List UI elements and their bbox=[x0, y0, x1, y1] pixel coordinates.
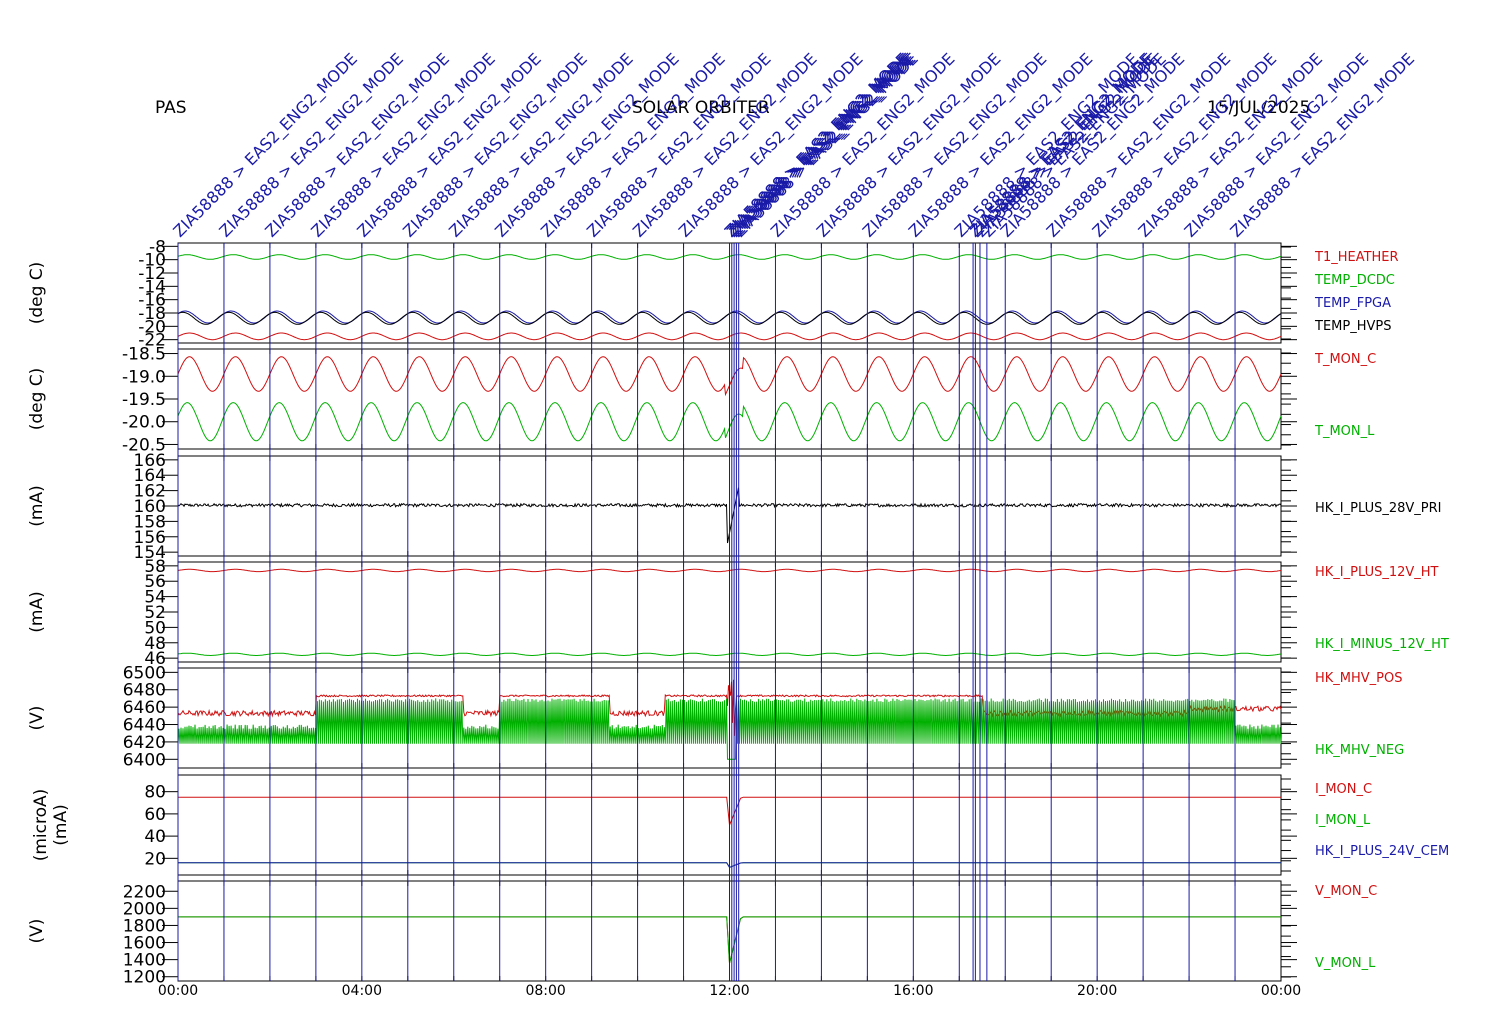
y-tick-label: 1800 bbox=[123, 916, 166, 936]
x-tick-label: 08:00 bbox=[525, 983, 565, 999]
y-tick-label: 80 bbox=[144, 783, 166, 803]
legend-label: T_MON_C bbox=[1314, 352, 1376, 367]
legend-label: TEMP_FPGA bbox=[1314, 296, 1391, 311]
y-tick-label: 52 bbox=[144, 603, 166, 623]
legend-label: V_MON_C bbox=[1315, 884, 1377, 899]
x-tick-label: 12:00 bbox=[709, 983, 749, 999]
y-tick-label: 2200 bbox=[123, 882, 166, 902]
y-tick-label: 2000 bbox=[123, 899, 166, 919]
legend-label: HK_I_PLUS_12V_HT bbox=[1315, 565, 1439, 580]
y-tick-label: 1600 bbox=[123, 934, 166, 954]
y-tick-label: -19.5 bbox=[122, 390, 166, 410]
y-tick-label: -18 bbox=[138, 304, 166, 324]
legend-label: HK_I_MINUS_12V_HT bbox=[1315, 637, 1449, 652]
y-axis-label: (V) bbox=[27, 919, 47, 944]
y-tick-label: -20.5 bbox=[122, 435, 166, 455]
y-tick-label: 166 bbox=[134, 451, 166, 471]
y-tick-label: 6420 bbox=[123, 733, 166, 753]
y-tick-label: 164 bbox=[134, 466, 166, 486]
y-tick-label: -12 bbox=[138, 264, 166, 284]
y-tick-label: 162 bbox=[134, 482, 166, 502]
y-tick-label: 158 bbox=[134, 512, 166, 532]
y-tick-label: 60 bbox=[144, 805, 166, 825]
y-tick-label: -10 bbox=[138, 251, 166, 271]
legend-label: I_MON_L bbox=[1315, 813, 1371, 828]
y-axis-label: (deg C) bbox=[27, 262, 47, 325]
header-center: SOLAR ORBITER bbox=[632, 98, 770, 118]
y-tick-label: 40 bbox=[144, 827, 166, 847]
y-axis-label: (mA) bbox=[27, 485, 47, 526]
x-tick-label: 16:00 bbox=[893, 983, 933, 999]
legend-label: TEMP_HVPS bbox=[1314, 319, 1391, 334]
x-tick-label: 00:00 bbox=[1261, 983, 1301, 999]
y-tick-label: 6400 bbox=[123, 750, 166, 770]
y-tick-label: -16 bbox=[138, 291, 166, 311]
y-tick-label: 48 bbox=[144, 634, 166, 654]
legend-label: I_MON_C bbox=[1315, 782, 1372, 797]
x-tick-label: 20:00 bbox=[1077, 983, 1117, 999]
y-tick-label: 156 bbox=[134, 528, 166, 548]
y-tick-label: -20 bbox=[138, 317, 166, 337]
y-axis-label: (deg C) bbox=[27, 368, 47, 431]
y-tick-label: 160 bbox=[134, 497, 166, 517]
y-tick-label: 154 bbox=[134, 543, 166, 563]
y-tick-label: 58 bbox=[144, 557, 166, 577]
y-tick-label: 6440 bbox=[123, 716, 166, 736]
y-axis-label: (microA) bbox=[31, 789, 51, 862]
y-tick-label: -19.0 bbox=[122, 367, 166, 387]
y-tick-label: -14 bbox=[138, 277, 166, 297]
y-tick-label: 1400 bbox=[123, 951, 166, 971]
legend-label: TEMP_DCDC bbox=[1314, 273, 1395, 288]
y-tick-label: 6480 bbox=[123, 681, 166, 701]
y-tick-label: 6500 bbox=[123, 663, 166, 683]
legend-label: HK_I_PLUS_28V_PRI bbox=[1315, 501, 1441, 516]
y-tick-label: 46 bbox=[144, 649, 166, 669]
y-tick-label: 50 bbox=[144, 618, 166, 638]
y-tick-label: 6460 bbox=[123, 698, 166, 718]
legend-label: HK_MHV_POS bbox=[1315, 671, 1403, 686]
x-tick-label: 04:00 bbox=[342, 983, 382, 999]
legend-label: T1_HEATHER bbox=[1314, 250, 1399, 265]
legend-label: HK_I_PLUS_24V_CEM bbox=[1315, 844, 1449, 859]
legend-label: HK_MHV_NEG bbox=[1315, 743, 1404, 758]
header-left: PAS bbox=[155, 98, 187, 118]
y-axis-label: (V) bbox=[27, 706, 47, 731]
legend-label: V_MON_L bbox=[1315, 956, 1376, 971]
y-axis-label-2: (mA) bbox=[51, 804, 71, 845]
y-tick-label: -18.5 bbox=[122, 345, 166, 365]
y-tick-label: -20.0 bbox=[122, 413, 166, 433]
header-right: 15/JUL/2025 bbox=[1207, 98, 1311, 118]
y-axis-label: (mA) bbox=[27, 591, 47, 632]
y-tick-label: -8 bbox=[149, 237, 166, 257]
y-tick-label: 54 bbox=[144, 588, 166, 608]
legend-label: T_MON_L bbox=[1314, 424, 1375, 439]
x-tick-label: 00:00 bbox=[158, 983, 198, 999]
y-tick-label: -22 bbox=[138, 331, 166, 351]
y-tick-label: 56 bbox=[144, 572, 166, 592]
y-tick-label: 20 bbox=[144, 849, 166, 869]
y-tick-label: 1200 bbox=[123, 968, 166, 988]
